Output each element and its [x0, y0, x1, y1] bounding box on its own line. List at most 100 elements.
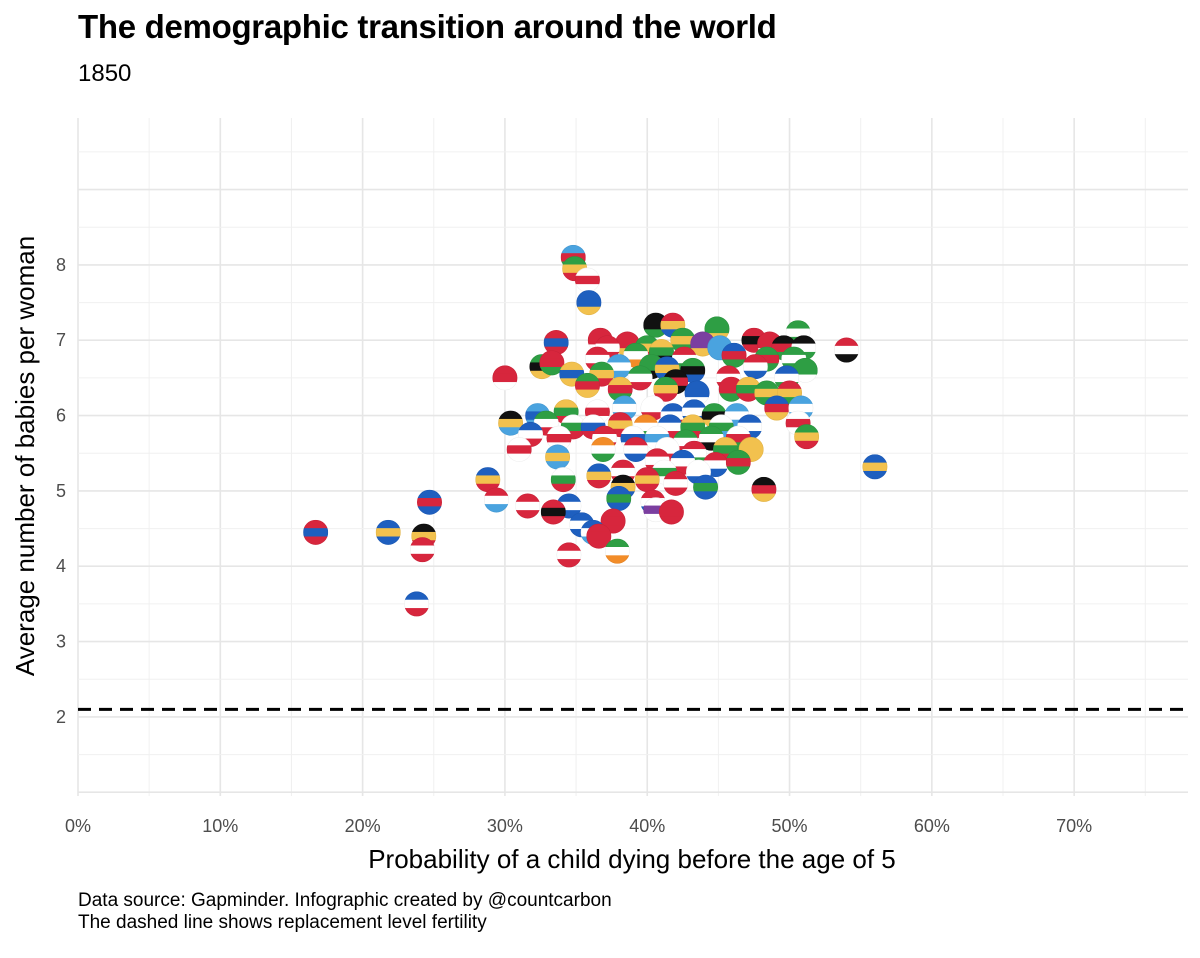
flag-stripe [643, 329, 669, 338]
flag-stripe [792, 374, 818, 383]
flag-stripe [671, 346, 697, 356]
flag-stripe [600, 525, 626, 534]
caption-source: Data source: Gapminder. Infographic crea… [78, 890, 612, 911]
flag-stripe [639, 354, 664, 363]
flag-stripe [589, 361, 615, 371]
flag-stripe [681, 449, 707, 458]
flag-stripe [651, 459, 677, 469]
flag-stripe [640, 395, 666, 405]
flag-point-edge [600, 508, 626, 534]
flag-stripe [680, 374, 706, 383]
flag-stripe [741, 336, 767, 345]
flag-stripe [654, 436, 680, 446]
flag-stripe [375, 536, 401, 545]
flag-stripe [681, 440, 707, 450]
flag-stripe [704, 324, 730, 334]
flag-point-edge [751, 476, 777, 502]
flag-stripe [623, 436, 649, 446]
flag-point [574, 372, 600, 398]
flag-stripe [607, 420, 633, 430]
flag-point [738, 436, 764, 462]
caption: Data source: Gapminder. Infographic crea… [78, 890, 612, 934]
flag-stripe [492, 373, 518, 383]
flag-point [409, 537, 435, 563]
flag-stripe [607, 376, 633, 386]
flag-stripe [515, 493, 541, 503]
flag-stripe [680, 357, 706, 367]
flag-point-edge [833, 337, 859, 363]
flag-stripe [506, 436, 532, 446]
flag-stripe [792, 357, 818, 367]
flag-stripe [303, 536, 329, 545]
flag-stripe [411, 531, 437, 541]
flag-stripe [606, 354, 632, 363]
flag-stripe [611, 403, 637, 413]
x-tick-label: 40% [629, 816, 665, 836]
flag-stripe [545, 461, 571, 470]
flag-point-edge [515, 493, 541, 519]
flag-point [658, 499, 684, 525]
flag-stripe [574, 284, 600, 293]
flag-stripe [742, 362, 768, 372]
flag-stripe [550, 483, 576, 493]
flag-stripe [654, 364, 680, 374]
flag-point [498, 410, 524, 436]
flag-stripe [737, 414, 763, 424]
flag-stripe [559, 369, 585, 379]
flag-stripe [590, 453, 616, 462]
flag-stripe [634, 343, 660, 353]
flag-stripe [643, 497, 669, 507]
flag-stripe [404, 608, 430, 617]
flag-stripe [654, 356, 680, 366]
flag-stripe [610, 474, 636, 484]
flag-stripe [556, 550, 582, 560]
flag-stripe [550, 475, 576, 485]
flag-stripe [738, 453, 764, 462]
flag-stripe [533, 410, 559, 420]
flag-stripe [788, 403, 814, 413]
flag-stripe [643, 513, 669, 523]
chart-subtitle-year: 1850 [78, 60, 132, 87]
flag-stripe [543, 338, 569, 348]
tick-labels: 0% 10% 20% 30% 40% 50% 60% 70% 2 3 4 5 6 7 8 [56, 255, 1092, 836]
flag-point-edge [506, 436, 532, 462]
flag-point-edge [653, 376, 679, 402]
flag-stripe [600, 516, 626, 526]
flag-point [375, 519, 401, 545]
flag-stripe [559, 361, 585, 371]
flag-stripe [653, 393, 679, 402]
flag-stripe [663, 369, 689, 378]
flag-point [545, 444, 571, 470]
flag-stripe [785, 410, 811, 420]
flag-stripe [718, 385, 744, 394]
flag-stripe [751, 493, 777, 502]
flag-stripe [724, 411, 750, 421]
flag-stripe [540, 507, 566, 517]
flag-stripe [751, 485, 777, 495]
flag-point [751, 476, 777, 502]
flag-stripe [580, 519, 606, 529]
flag-stripe [589, 369, 615, 379]
flag-stripe [580, 414, 606, 424]
flag-point-edge [483, 487, 509, 513]
flag-stripe [660, 403, 686, 412]
flag-stripe [607, 385, 633, 394]
flag-stripe [754, 354, 780, 364]
flag-stripe [754, 380, 780, 390]
flag-stripe [707, 335, 733, 345]
flag-point [586, 463, 612, 489]
flag-stripe [556, 559, 582, 568]
flag-stripe [862, 462, 888, 472]
flag-point [515, 493, 541, 519]
flag-stripe [671, 354, 697, 364]
flag-stripe [685, 467, 711, 477]
flag-stripe [788, 395, 814, 405]
flag-stripe [660, 321, 686, 330]
flag-point-edge [693, 474, 719, 500]
flag-stripe [586, 463, 612, 473]
flag-stripe [606, 362, 632, 372]
y-axis-title: Average number of babies per woman [10, 236, 40, 676]
flag-stripe [539, 358, 565, 368]
flag-stripe [483, 504, 509, 513]
